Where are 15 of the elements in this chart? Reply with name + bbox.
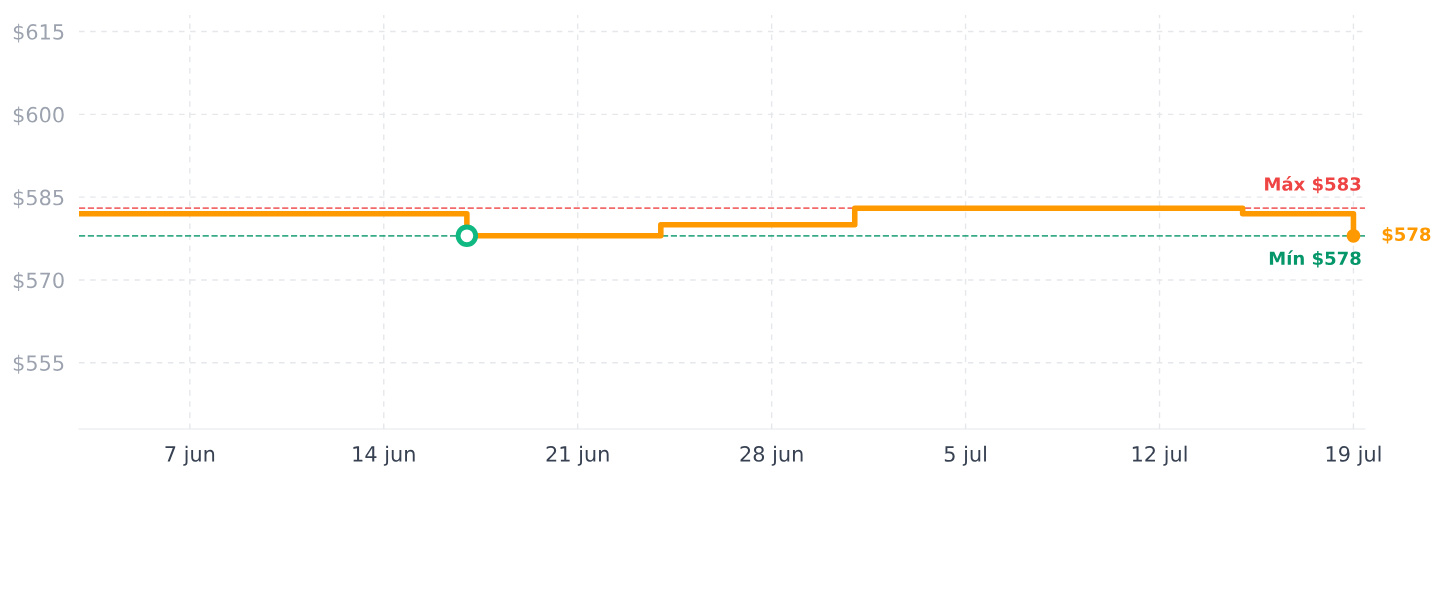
x-tick-label: 14 jun bbox=[353, 445, 415, 466]
y-tick-label: $555 bbox=[13, 354, 64, 374]
y-tick-label: $570 bbox=[13, 272, 64, 291]
x-tick-label: 5 jul bbox=[944, 445, 986, 466]
annotation: $578 bbox=[1382, 227, 1431, 244]
x-tick-label: 12 jul bbox=[1132, 445, 1187, 466]
ref-line-label: Máx $583 bbox=[1265, 176, 1361, 194]
y-tick-label: $615 bbox=[13, 23, 64, 43]
x-tick-label: 7 jun bbox=[165, 445, 215, 466]
ref-line-label: Mín $578 bbox=[1269, 250, 1361, 268]
x-tick-label: 21 jun bbox=[546, 445, 609, 466]
x-tick-label: 28 jun bbox=[740, 445, 803, 466]
y-tick-label: $585 bbox=[13, 189, 64, 209]
y-tick-label: $600 bbox=[13, 106, 64, 126]
x-tick-label: 19 jul bbox=[1326, 445, 1381, 466]
